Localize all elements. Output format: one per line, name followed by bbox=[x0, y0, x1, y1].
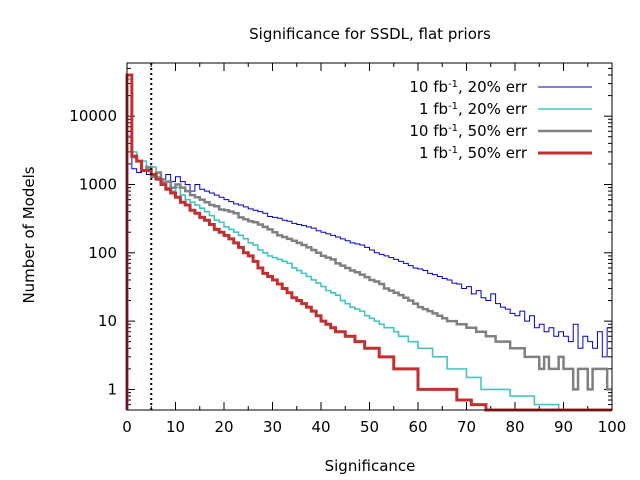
y-tick-label-100: 100 bbox=[88, 244, 117, 262]
y-axis-title: Number of Models bbox=[20, 166, 38, 303]
y-tick-label-1: 1 bbox=[107, 380, 117, 398]
x-tick-label-100: 100 bbox=[598, 418, 627, 436]
x-tick-label-40: 40 bbox=[311, 418, 330, 436]
x-tick-label-10: 10 bbox=[166, 418, 185, 436]
x-tick-label-0: 0 bbox=[122, 418, 132, 436]
x-tick-label-60: 60 bbox=[408, 418, 427, 436]
legend-label-2: 1 fb-1, 20% err bbox=[419, 100, 528, 118]
data-series bbox=[125, 73, 612, 412]
x-tick-label-20: 20 bbox=[214, 418, 233, 436]
y-tick-label-1000: 1000 bbox=[79, 175, 117, 193]
y-tick-label-10000: 10000 bbox=[69, 107, 117, 125]
x-tick-label-30: 30 bbox=[263, 418, 282, 436]
x-axis-title: Significance bbox=[325, 457, 416, 475]
plot-frame bbox=[126, 62, 613, 411]
chart-title: Significance for SSDL, flat priors bbox=[249, 25, 491, 43]
legend-label-1: 10 fb-1, 20% err bbox=[409, 78, 527, 96]
series-line-2 bbox=[126, 78, 612, 411]
legend-label-4: 1 fb-1, 50% err bbox=[419, 144, 528, 162]
x-tick-label-50: 50 bbox=[360, 418, 379, 436]
x-tick-label-70: 70 bbox=[457, 418, 476, 436]
y-tick-label-10: 10 bbox=[98, 312, 117, 330]
series-line-3 bbox=[125, 135, 612, 410]
x-tick-label-80: 80 bbox=[505, 418, 524, 436]
series-line-1 bbox=[126, 130, 612, 410]
x-tick-label-90: 90 bbox=[554, 418, 573, 436]
legend: 10 fb-1, 20% err 1 fb-1, 20% err 10 fb-1, … bbox=[409, 78, 592, 162]
legend-label-3: 10 fb-1, 50% err bbox=[409, 122, 527, 140]
